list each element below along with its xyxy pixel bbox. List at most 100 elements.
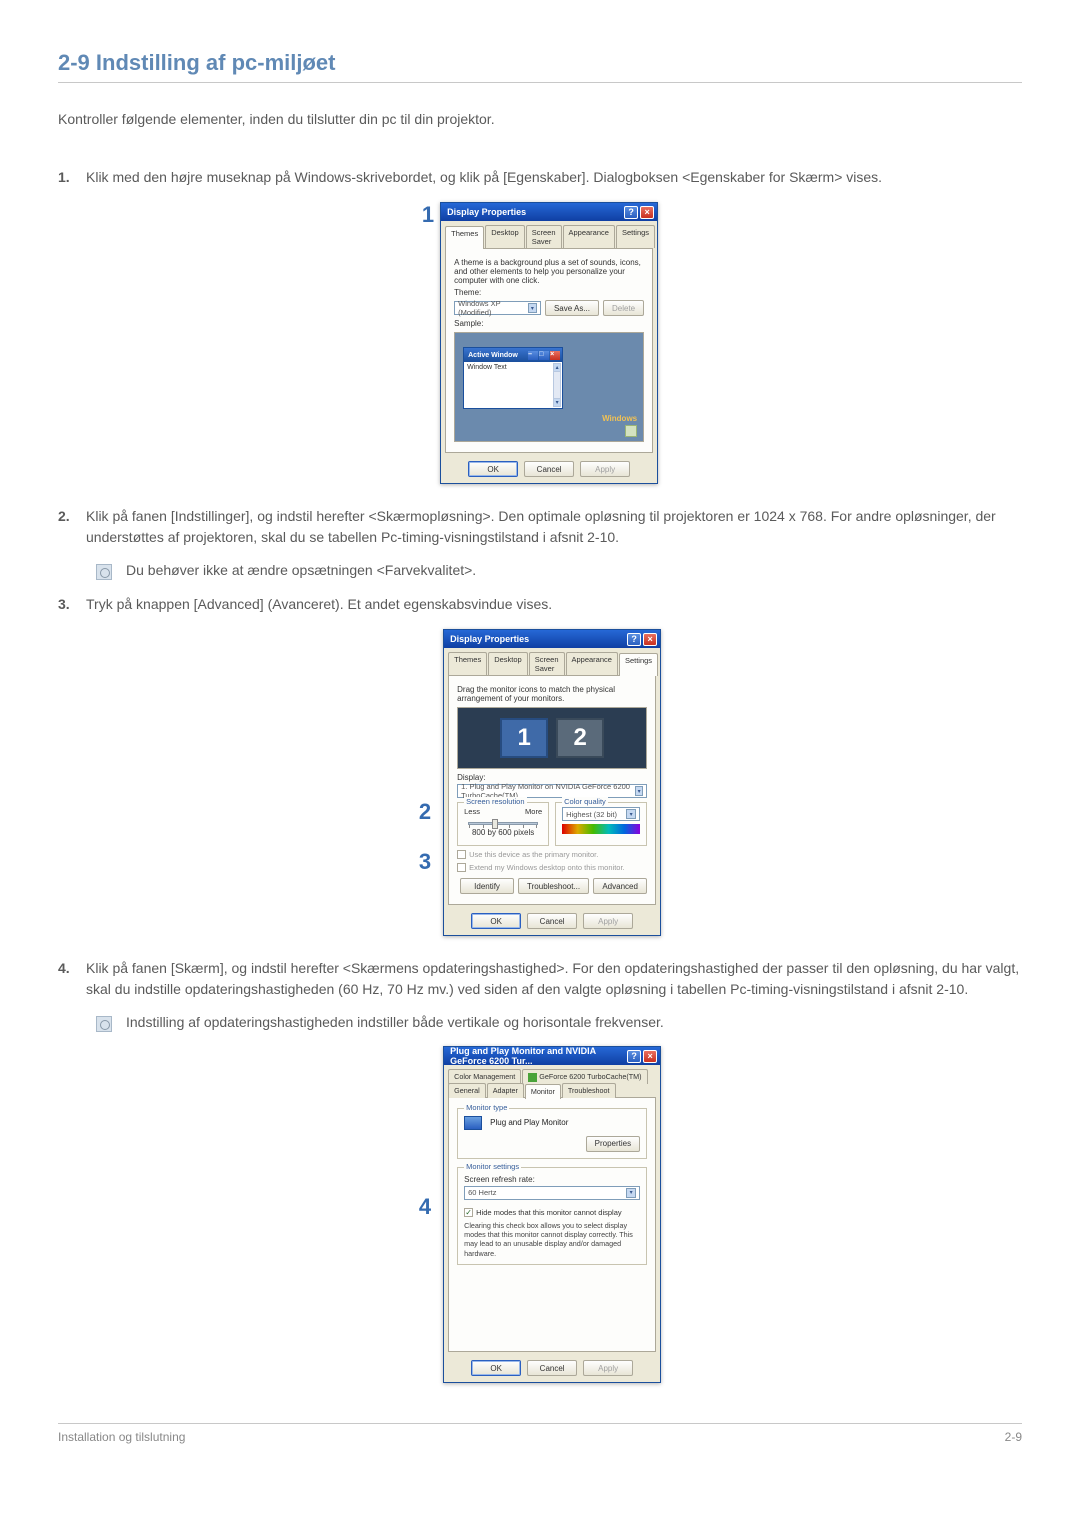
tab-geforce[interactable]: GeForce 6200 TurboCache(TM) <box>522 1069 647 1084</box>
ok-button[interactable]: OK <box>468 461 518 477</box>
identify-button[interactable]: Identify <box>460 878 514 894</box>
cancel-button[interactable]: Cancel <box>527 913 577 929</box>
hide-modes-checkbox[interactable]: Hide modes that this monitor cannot disp… <box>464 1208 640 1217</box>
figure-marker-4: 4 <box>419 1194 431 1218</box>
slider-thumb-icon[interactable] <box>492 819 498 829</box>
theme-label: Theme: <box>454 288 644 297</box>
display-label: Display: <box>457 773 647 782</box>
delete-button: Delete <box>603 300 644 316</box>
display-properties-settings-dialog: Display Properties ? × Themes Desktop Sc… <box>443 629 661 936</box>
cancel-button[interactable]: Cancel <box>524 461 574 477</box>
theme-select[interactable]: Windows XP (Modified) ▾ <box>454 301 541 315</box>
step-number: 3. <box>58 594 86 615</box>
checkbox-icon[interactable] <box>464 1208 473 1217</box>
color-quality-value: Highest (32 bit) <box>566 810 617 819</box>
tab-color-management[interactable]: Color Management <box>448 1069 521 1084</box>
close-icon[interactable]: × <box>643 1050 657 1063</box>
chevron-down-icon: ▾ <box>626 1188 636 1198</box>
sample-label: Sample: <box>454 319 644 328</box>
chevron-down-icon: ▾ <box>626 809 636 819</box>
close-icon: × <box>550 351 560 360</box>
help-icon[interactable]: ? <box>627 1050 641 1063</box>
help-icon[interactable]: ? <box>624 206 638 219</box>
note-text: Du behøver ikke at ændre opsætningen <Fa… <box>126 562 476 578</box>
display-select[interactable]: 1. Plug and Play Monitor on NVIDIA GeFor… <box>457 784 647 798</box>
note-icon <box>96 564 112 580</box>
note-text: Indstilling af opdateringshastigheden in… <box>126 1014 664 1030</box>
intro-text: Kontroller følgende elementer, inden du … <box>58 111 1022 127</box>
ok-button[interactable]: OK <box>471 913 521 929</box>
monitor-type-value: Plug and Play Monitor <box>490 1118 568 1127</box>
color-preview <box>562 824 640 834</box>
footer-left: Installation og tilslutning <box>58 1430 185 1444</box>
themes-description: A theme is a background plus a set of so… <box>454 258 644 285</box>
step-text: Tryk på knappen [Advanced] (Avanceret). … <box>86 594 1022 615</box>
step-4: 4. Klik på fanen [Skærm], og indstil her… <box>58 958 1022 1000</box>
help-icon[interactable]: ? <box>627 633 641 646</box>
monitor-icon <box>464 1116 482 1130</box>
theme-preview: Active Window – □ × Window Text ▴▾ Windo… <box>454 332 644 442</box>
ok-button[interactable]: OK <box>471 1360 521 1376</box>
tab-monitor[interactable]: Monitor <box>525 1084 561 1099</box>
step-number: 1. <box>58 167 86 188</box>
cancel-button[interactable]: Cancel <box>527 1360 577 1376</box>
window-text: Window Text <box>467 364 507 371</box>
primary-monitor-checkbox: Use this device as the primary monitor. <box>457 850 647 859</box>
tab-screensaver[interactable]: Screen Saver <box>529 652 565 675</box>
apply-button: Apply <box>580 461 630 477</box>
section-heading: 2-9 Indstilling af pc-miljøet <box>58 50 1022 83</box>
properties-button[interactable]: Properties <box>586 1136 640 1152</box>
close-icon[interactable]: × <box>643 633 657 646</box>
monitor-settings-group: Monitor settings Screen refresh rate: 60… <box>457 1167 647 1265</box>
tab-general[interactable]: General <box>448 1083 486 1098</box>
display-properties-themes-dialog: Display Properties ? × Themes Desktop Sc… <box>440 202 658 484</box>
refresh-rate-select[interactable]: 60 Hertz ▾ <box>464 1186 640 1200</box>
footer-right: 2-9 <box>1005 1430 1022 1444</box>
resolution-slider[interactable] <box>468 822 538 825</box>
color-quality-label: Color quality <box>562 797 608 806</box>
advanced-button[interactable]: Advanced <box>593 878 647 894</box>
step-3: 3. Tryk på knappen [Advanced] (Avanceret… <box>58 594 1022 615</box>
tab-troubleshoot[interactable]: Troubleshoot <box>562 1083 616 1098</box>
checkbox-label: Extend my Windows desktop onto this moni… <box>469 863 625 872</box>
tab-appearance[interactable]: Appearance <box>566 652 618 675</box>
tab-appearance[interactable]: Appearance <box>563 225 615 248</box>
step-2: 2. Klik på fanen [Indstillinger], og ind… <box>58 506 1022 548</box>
tab-themes[interactable]: Themes <box>445 226 484 249</box>
tab-settings[interactable]: Settings <box>616 225 655 248</box>
monitor-1-icon[interactable]: 1 <box>500 718 548 758</box>
recycle-bin-icon <box>625 425 637 437</box>
extend-desktop-checkbox: Extend my Windows desktop onto this moni… <box>457 863 647 872</box>
screen-resolution-group: Screen resolution Less More 800 by 600 p… <box>457 802 549 846</box>
close-icon[interactable]: × <box>640 206 654 219</box>
tab-adapter[interactable]: Adapter <box>487 1083 524 1098</box>
tab-settings[interactable]: Settings <box>619 653 658 676</box>
step-text: Klik med den højre museknap på Windows-s… <box>86 167 1022 188</box>
note-icon <box>96 1016 112 1032</box>
checkbox-icon <box>457 850 466 859</box>
save-as-button[interactable]: Save As... <box>545 300 599 316</box>
dialog-title: Display Properties <box>450 634 529 644</box>
checkbox-label: Use this device as the primary monitor. <box>469 850 598 859</box>
troubleshoot-button[interactable]: Troubleshoot... <box>518 878 589 894</box>
figure-marker-3: 3 <box>419 849 431 873</box>
monitor-type-group: Monitor type Plug and Play Monitor Prope… <box>457 1108 647 1159</box>
monitor-arrangement[interactable]: 1 2 <box>457 707 647 769</box>
chevron-down-icon: ▾ <box>528 303 537 313</box>
drag-text: Drag the monitor icons to match the phys… <box>457 685 647 703</box>
tab-themes[interactable]: Themes <box>448 652 487 675</box>
note-step2: Du behøver ikke at ændre opsætningen <Fa… <box>96 562 1022 580</box>
figure-marker-1: 1 <box>422 202 434 226</box>
resolution-label: Screen resolution <box>464 797 526 806</box>
tab-desktop[interactable]: Desktop <box>485 225 525 248</box>
note-step4: Indstilling af opdateringshastigheden in… <box>96 1014 1022 1032</box>
refresh-rate-value: 60 Hertz <box>468 1188 496 1197</box>
color-quality-select[interactable]: Highest (32 bit) ▾ <box>562 807 640 821</box>
scrollbar: ▴▾ <box>553 363 561 407</box>
apply-button: Apply <box>583 913 633 929</box>
tab-screensaver[interactable]: Screen Saver <box>526 225 562 248</box>
tab-desktop[interactable]: Desktop <box>488 652 528 675</box>
less-label: Less <box>464 807 480 816</box>
monitor-2-icon[interactable]: 2 <box>556 718 604 758</box>
checkbox-label: Hide modes that this monitor cannot disp… <box>476 1208 622 1217</box>
